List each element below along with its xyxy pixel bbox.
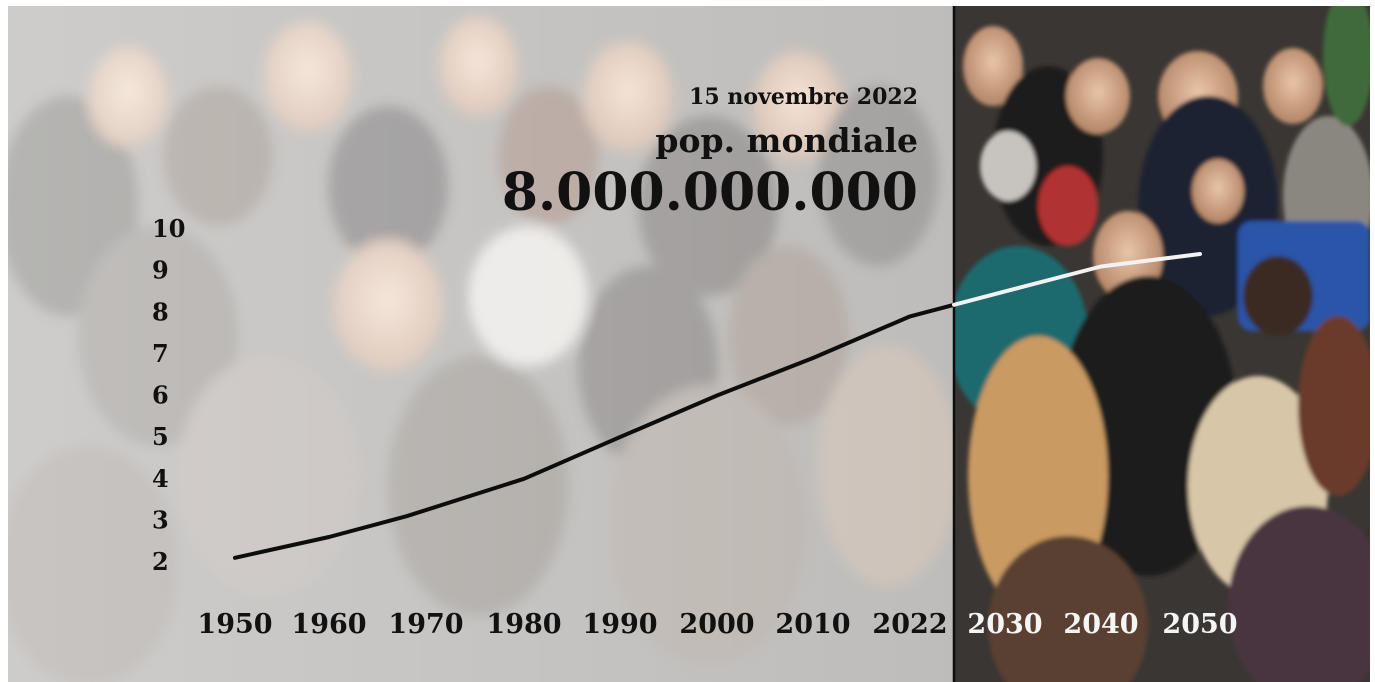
y-axis: 10 9 8 7 6 5 4 3 2: [152, 214, 185, 576]
series-line-historical: [233, 302, 956, 560]
y-tick-label: 6: [152, 381, 169, 410]
x-tick-label: 2010: [775, 609, 850, 640]
y-tick-label: 9: [152, 256, 169, 285]
x-tick-label: 2040: [1063, 609, 1138, 640]
population-chart: 15 novembre 2022 pop. mondiale 8.000.000…: [8, 6, 1370, 682]
population-series: [233, 252, 1202, 560]
crowd-photo-left: [8, 6, 954, 682]
y-tick-label: 10: [152, 214, 185, 243]
chart-canvas: 15 novembre 2022 pop. mondiale 8.000.000…: [8, 6, 1370, 682]
x-tick-label: 2000: [679, 609, 754, 640]
x-tick-label: 1990: [582, 609, 657, 640]
y-tick-label: 7: [152, 339, 169, 368]
y-tick-label: 8: [152, 297, 169, 326]
x-tick-label: 2050: [1162, 609, 1237, 640]
y-tick-label: 3: [152, 505, 169, 534]
x-tick-label: 1950: [197, 609, 272, 640]
population-label: pop. mondiale: [655, 121, 918, 160]
crowd-photo-right: [954, 6, 1370, 682]
x-axis: 1950 1960 1970 1980 1990 2000 2010 2022 2030 2040…: [197, 609, 1237, 640]
y-tick-label: 5: [152, 422, 169, 451]
x-tick-label: 1970: [388, 609, 463, 640]
date-label: 15 novembre 2022: [689, 84, 918, 110]
x-tick-label: 2022: [872, 609, 947, 640]
x-tick-label: 2030: [967, 609, 1042, 640]
x-tick-label: 1980: [486, 609, 561, 640]
population-count: 8.000.000.000: [502, 162, 918, 223]
series-line-projection: [952, 252, 1202, 307]
x-tick-label: 1960: [291, 609, 366, 640]
y-tick-label: 4: [152, 464, 169, 493]
y-tick-label: 2: [152, 547, 169, 576]
